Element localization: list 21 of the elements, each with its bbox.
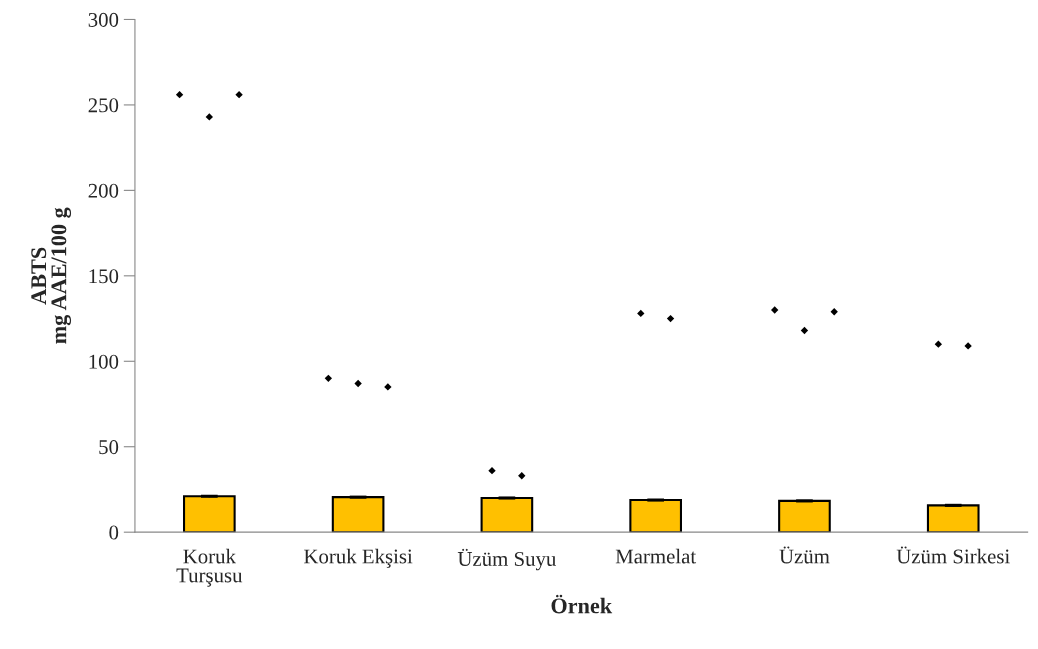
bar: [926, 504, 980, 533]
bar: [629, 499, 682, 533]
x-tick-label: Üzüm Suyu: [457, 548, 557, 571]
x-axis-title: Örnek: [551, 594, 613, 614]
bar: [183, 495, 236, 533]
x-tick-label: Üzüm Sirkesi: [896, 546, 1010, 564]
y-tick-label: 300: [88, 12, 119, 27]
x-tick-label: Koruk Turşusu: [176, 548, 243, 587]
y-axis-title: ABTS mg AAE/100 g: [31, 207, 72, 344]
bar: [778, 499, 831, 533]
x-tick-label: Üzüm: [779, 546, 830, 564]
y-tick-label: 250: [88, 98, 119, 113]
y-tick-label: 200: [88, 183, 119, 198]
y-tick-label: 100: [89, 354, 119, 369]
y-tick-label: 150: [89, 269, 119, 284]
x-tick-label: Marmelat: [615, 548, 697, 564]
bar: [480, 496, 534, 533]
y-tick-label: 50: [99, 440, 119, 455]
y-tick-label: 0: [109, 525, 119, 540]
bar: [331, 496, 385, 533]
x-tick-label: Koruk Ekşisi: [304, 548, 413, 568]
